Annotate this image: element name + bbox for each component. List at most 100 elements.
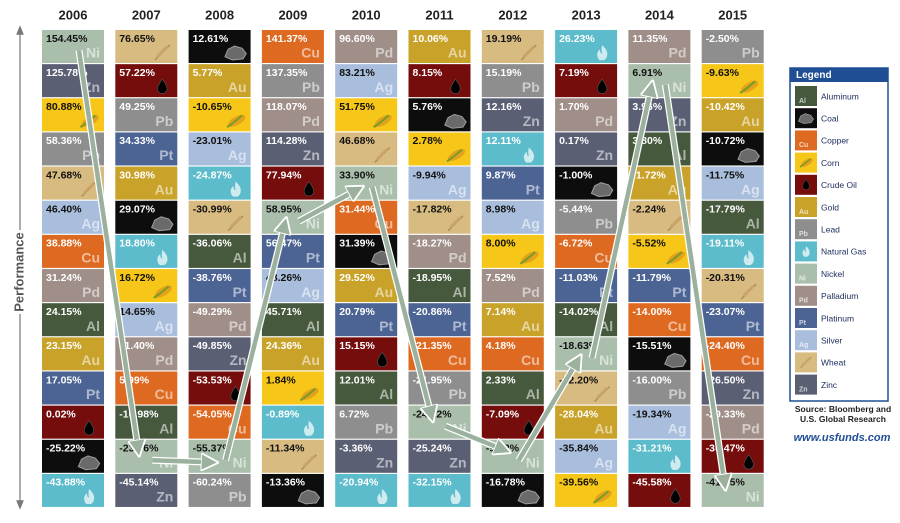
arrow xyxy=(444,424,505,450)
year-label: 2010 xyxy=(352,7,381,22)
cell-value: -1.72% xyxy=(632,169,666,181)
cell xyxy=(42,200,104,234)
cell xyxy=(335,64,398,98)
cell-value: 29.52% xyxy=(339,272,375,284)
legend-label: Gold xyxy=(821,202,839,212)
cell-value: -5.52% xyxy=(632,238,666,250)
legend-label: Corn xyxy=(821,158,840,168)
cell xyxy=(188,473,251,507)
cell-symbol: Pt xyxy=(159,147,173,163)
cell-value: 31.39% xyxy=(339,238,375,250)
source-box: Source: Bloomberg and U.S. Global Resear… xyxy=(795,404,891,424)
cell-symbol: Pb xyxy=(229,489,247,505)
legend-swatch xyxy=(795,197,817,217)
cell-symbol: Ni xyxy=(233,455,247,471)
cell-value: -9.94% xyxy=(413,169,447,181)
legend-label: Nickel xyxy=(821,269,844,279)
cells: 154.45%Ni125.78%Zn80.88%58.36%Pb47.68%46… xyxy=(42,30,764,507)
cell-value: 46.68% xyxy=(339,135,375,147)
legend-swatch xyxy=(795,285,817,306)
cell-value: -25.22% xyxy=(46,443,86,455)
cell xyxy=(115,473,178,507)
cell-symbol: Zn xyxy=(156,489,173,505)
cell-value: -49.85% xyxy=(193,340,233,352)
cell-value: -18.63% xyxy=(559,340,599,352)
cell-symbol: Pt xyxy=(306,250,320,266)
cell xyxy=(115,234,178,268)
cell-symbol: Au xyxy=(81,352,100,368)
cell-value: 15.19% xyxy=(486,67,522,79)
axis-label: Performance xyxy=(11,232,26,311)
legend-label: Zinc xyxy=(821,380,838,390)
cell-value: 80.88% xyxy=(46,101,82,113)
cell xyxy=(628,405,691,439)
cell-value: -20.94% xyxy=(339,477,379,489)
cell xyxy=(408,234,471,268)
cell xyxy=(555,132,618,166)
cell-value: -36.06% xyxy=(193,238,233,250)
cell-value: 7.52% xyxy=(486,272,516,284)
cell xyxy=(115,303,178,337)
legend-items: Al Aluminum Coal Cu Copper Corn Crude Oil Au Gol… xyxy=(795,86,866,395)
cell xyxy=(188,234,251,268)
year-label: 2011 xyxy=(425,7,453,22)
cell-value: 8.98% xyxy=(486,204,516,216)
cell-value: -39.56% xyxy=(559,477,599,489)
cell-symbol: Ag xyxy=(301,284,320,300)
legend-symbol: Cu xyxy=(799,142,808,149)
cell-value: -35.84% xyxy=(559,443,599,455)
cell-symbol: Zn xyxy=(743,386,760,402)
cell xyxy=(701,234,764,268)
year-label: 2012 xyxy=(498,7,527,22)
cell-symbol: Pd xyxy=(302,113,320,129)
cell xyxy=(481,234,544,268)
cell-symbol: Pd xyxy=(375,45,393,61)
cell xyxy=(261,371,324,405)
legend-title: Legend xyxy=(796,70,832,81)
legend-symbol: Ag xyxy=(799,342,808,349)
cell-value: -9.63% xyxy=(706,67,740,79)
legend-label: Lead xyxy=(821,224,840,234)
cell-value: -17.79% xyxy=(706,204,746,216)
cell-value: -11.75% xyxy=(706,169,745,181)
cell-value: -31.21% xyxy=(632,443,672,455)
url: www.usfunds.com xyxy=(794,432,891,444)
legend-label: Coal xyxy=(821,113,839,123)
cell xyxy=(628,371,691,405)
cell xyxy=(408,30,471,63)
cell-symbol: Pb xyxy=(155,113,173,129)
cell-symbol: Ag xyxy=(155,318,174,334)
cell xyxy=(188,64,251,98)
cell-symbol: Au xyxy=(375,284,394,300)
cell xyxy=(555,30,618,63)
cell xyxy=(261,337,324,371)
cell-value: -20.86% xyxy=(413,306,453,318)
cell-symbol: Au xyxy=(521,318,540,334)
cell-symbol: Pt xyxy=(233,284,247,300)
cell xyxy=(42,405,104,439)
cell-value: -5.44% xyxy=(559,204,593,216)
cell xyxy=(115,269,178,303)
cell-value: 19.19% xyxy=(486,33,522,45)
year-label: 2009 xyxy=(278,7,307,22)
cell-value: -10.72% xyxy=(706,135,746,147)
cell-value: 11.40% xyxy=(119,340,155,352)
cell xyxy=(335,30,398,63)
cell-symbol: Pb xyxy=(669,386,687,402)
legend-label: Palladium xyxy=(821,291,858,301)
cell-value: -30.99% xyxy=(193,204,233,216)
cell-symbol: Pt xyxy=(672,284,686,300)
cell xyxy=(261,166,324,200)
cell xyxy=(555,405,618,439)
cell-value: -60.24% xyxy=(193,477,233,489)
cell-value: -19.34% xyxy=(632,408,672,420)
legend-swatch xyxy=(795,219,817,240)
cell-value: 83.21% xyxy=(339,67,375,79)
arrow xyxy=(663,84,724,485)
cell-value: 12.16% xyxy=(486,101,522,113)
year-label: 2013 xyxy=(572,7,601,22)
year-label: 2015 xyxy=(718,7,747,22)
cell xyxy=(42,64,104,98)
cell xyxy=(42,303,104,337)
cell xyxy=(628,234,691,268)
